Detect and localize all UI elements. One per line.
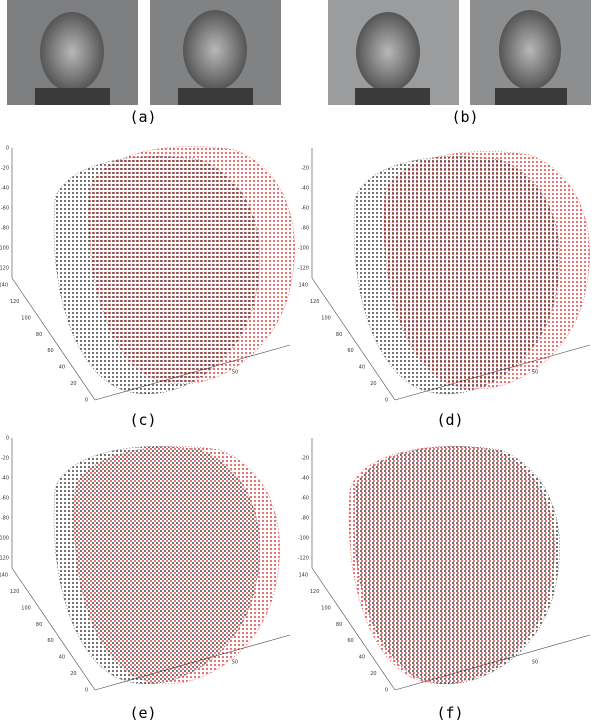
- panel-label: (a): [129, 108, 156, 126]
- depth-tick-label: 100: [21, 315, 31, 321]
- z-tick-label: -80: [301, 226, 309, 232]
- z-tick-label: -120: [298, 556, 309, 562]
- z-tick-label: -80: [301, 516, 309, 522]
- depth-tick-label: 80: [336, 332, 342, 338]
- z-tick-label: -120: [298, 266, 309, 272]
- depth-tick-label: 120: [310, 589, 320, 595]
- photo: [470, 0, 591, 105]
- depth-tick-label: 100: [21, 605, 31, 611]
- z-tick-label: -60: [1, 496, 9, 502]
- page: (a) (b) 0 -20 -40 -60 -80 -100 -120 140 120 100 80…: [0, 0, 597, 726]
- z-tick-label: -40: [1, 476, 9, 482]
- photos: [7, 0, 591, 105]
- depth-tick-label: 60: [47, 348, 53, 354]
- z-tick-label: -100: [298, 536, 309, 542]
- depth-tick-label: 60: [347, 638, 353, 644]
- z-tick-label: -100: [298, 246, 309, 252]
- photo: [150, 0, 281, 105]
- depth-tick-label: 120: [10, 299, 20, 305]
- depth-tick-label: 40: [359, 655, 365, 661]
- z-tick-label: -100: [0, 536, 9, 542]
- x-tick-label: 50: [532, 660, 538, 666]
- plot: -20 -40 -60 -80 -100 -120 140 120 100 80 60 40 20 0 50: [298, 438, 590, 694]
- depth-tick-label: 140: [298, 573, 308, 579]
- point-cloud-red: [349, 446, 555, 683]
- depth-tick-label: 0: [385, 398, 388, 404]
- depth-tick-label: 120: [10, 589, 20, 595]
- depth-tick-label: 80: [36, 622, 42, 628]
- depth-tick-label: 140: [0, 573, 8, 579]
- depth-tick-label: 20: [370, 671, 376, 677]
- z-tick-label: -60: [1, 206, 9, 212]
- depth-tick-label: 120: [310, 299, 320, 305]
- z-tick-label: -100: [0, 246, 9, 252]
- z-tick-label: -60: [301, 206, 309, 212]
- depth-tick-label: 80: [336, 622, 342, 628]
- depth-tick-label: 100: [321, 315, 331, 321]
- z-tick-label: 0: [6, 146, 9, 152]
- depth-tick-label: 140: [0, 283, 8, 289]
- z-tick-label: -60: [301, 496, 309, 502]
- panel-label: (e): [129, 704, 156, 722]
- depth-tick-label: 0: [85, 398, 88, 404]
- z-tick-label: -40: [301, 476, 309, 482]
- z-tick-label: -40: [1, 186, 9, 192]
- z-tick-label: -20: [1, 166, 9, 172]
- z-tick-label: -80: [1, 516, 9, 522]
- panel-label: (f): [436, 704, 463, 722]
- depth-tick-label: 40: [359, 365, 365, 371]
- z-tick-label: 0: [6, 436, 9, 442]
- panel-label: (c): [129, 411, 156, 429]
- z-tick-label: -20: [1, 456, 9, 462]
- depth-tick-label: 20: [370, 381, 376, 387]
- photo: [7, 0, 138, 105]
- plot: 0 -20 -40 -60 -80 -100 -120 140 120 100 80 60 40 20 0 5…: [0, 146, 295, 404]
- depth-tick-label: 20: [70, 381, 76, 387]
- figure: (a) (b) 0 -20 -40 -60 -80 -100 -120 140 120 100 80…: [0, 0, 597, 726]
- z-tick-label: -80: [1, 226, 9, 232]
- plot: 0 -20 -40 -60 -80 -100 -120 140 120 100 80 60 40 20 0 5…: [0, 436, 290, 694]
- x-tick-label: 50: [232, 370, 238, 376]
- depth-tick-label: 0: [385, 688, 388, 694]
- depth-tick-label: 140: [298, 283, 308, 289]
- depth-tick-label: 100: [321, 605, 331, 611]
- depth-tick-label: 60: [347, 348, 353, 354]
- depth-tick-label: 40: [59, 655, 65, 661]
- depth-tick-label: 20: [70, 671, 76, 677]
- panel-label: (b): [451, 108, 478, 126]
- panel-label: (d): [436, 411, 463, 429]
- x-tick-label: 50: [232, 660, 238, 666]
- photo: [328, 0, 459, 105]
- z-tick-label: -120: [0, 556, 9, 562]
- z-tick-label: -20: [301, 166, 309, 172]
- z-tick-label: -20: [301, 456, 309, 462]
- depth-tick-label: 80: [36, 332, 42, 338]
- z-tick-label: -40: [301, 186, 309, 192]
- depth-tick-label: 0: [85, 688, 88, 694]
- depth-tick-label: 40: [59, 365, 65, 371]
- z-tick-label: -120: [0, 266, 9, 272]
- depth-tick-label: 60: [47, 638, 53, 644]
